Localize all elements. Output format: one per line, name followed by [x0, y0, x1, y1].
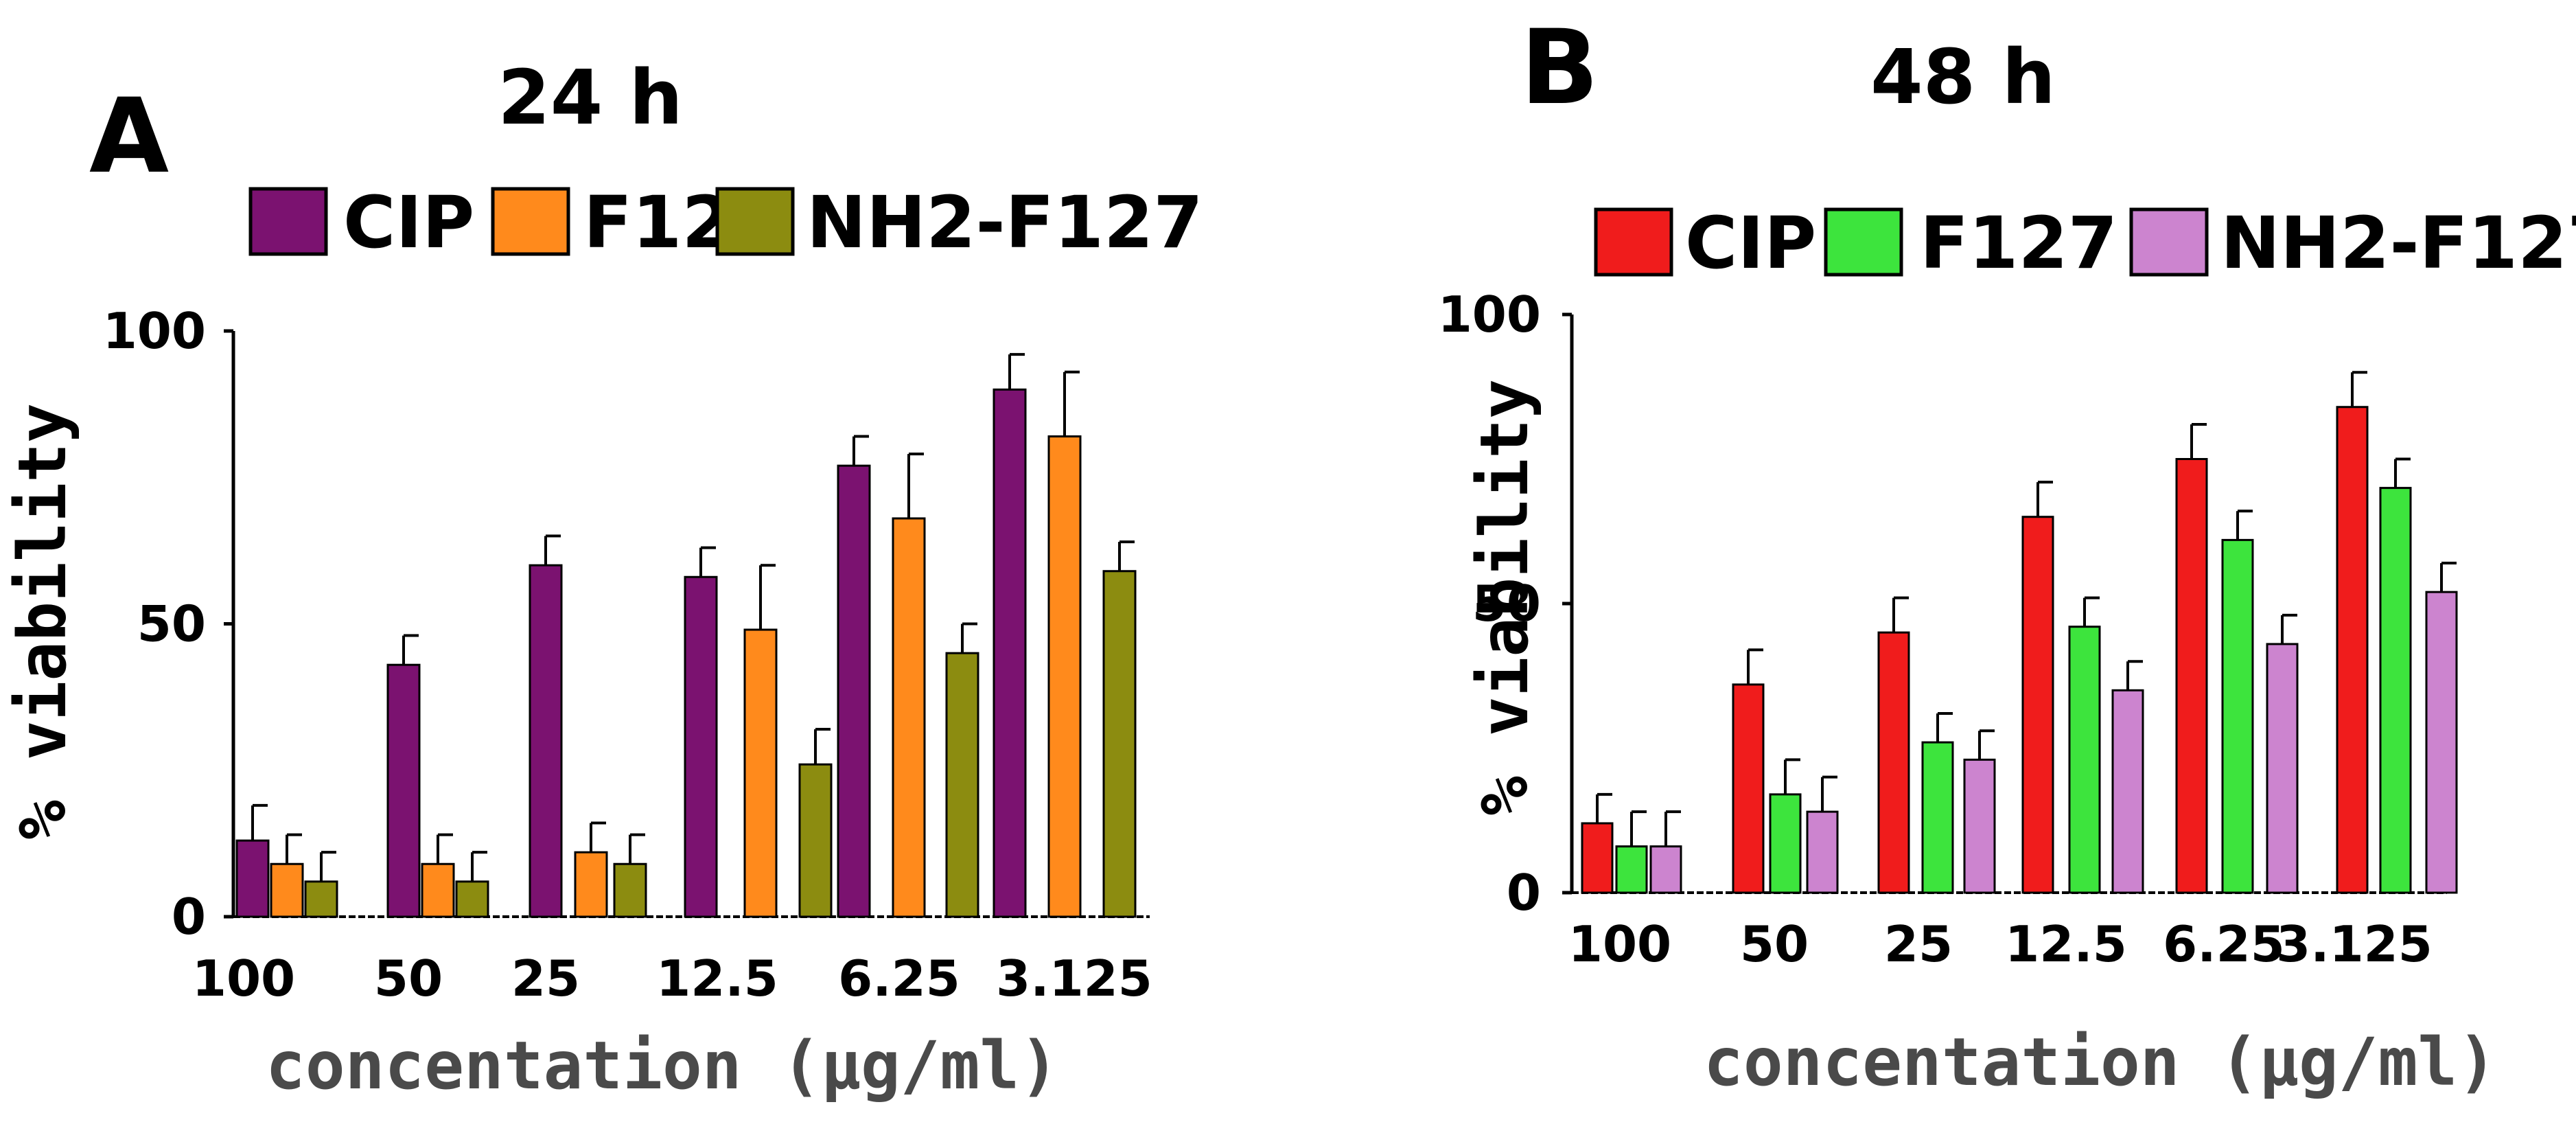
chart-title: 48 h	[1870, 33, 2056, 121]
legend: CIP F127 NH2-F127	[1594, 201, 2576, 285]
legend-label-cip: CIP	[343, 181, 474, 264]
bar-f127-25	[574, 851, 608, 918]
x-tick-label: 50	[374, 950, 443, 1007]
x-tick-label: 12.5	[2005, 915, 2127, 973]
chart-panel-a: A 24 h CIP F127 NH2-F127 0 50 100 100 50 25 12.5 6.2…	[4, 54, 1203, 1104]
x-tick-label: 3.125	[996, 950, 1152, 1007]
bar-nh2-f127-6.25	[945, 652, 979, 918]
legend-label-f127: F127	[1920, 201, 2117, 285]
legend-swatch-cip	[1594, 207, 1673, 277]
bar-nh2-f127-12.5	[2111, 689, 2144, 894]
bar-cip-12.5	[684, 575, 718, 918]
bar-cip-25	[529, 564, 563, 918]
bar-f127-100	[1615, 845, 1648, 894]
bar-f127-100	[270, 862, 304, 918]
legend-swatch-f127	[491, 187, 570, 256]
bar-cip-100	[1581, 822, 1614, 894]
y-tick-label: 0	[172, 888, 206, 946]
bar-cip-100	[235, 839, 270, 918]
x-tick-label: 12.5	[656, 950, 778, 1007]
y-tick-label: 100	[103, 302, 206, 360]
y-tick-label: 100	[1438, 286, 1541, 343]
x-tick-label: 50	[1740, 915, 1809, 973]
y-tick-label: 50	[1472, 575, 1541, 632]
bar-f127-12.5	[743, 628, 778, 918]
panel-letter: A	[89, 77, 169, 196]
bar-cip-3.125	[2336, 406, 2369, 894]
bar-cip-50	[1732, 683, 1765, 894]
bar-f127-6.25	[2221, 538, 2254, 894]
y-tick-label: 0	[1507, 864, 1541, 922]
y-axis-title: % viability	[1466, 379, 1543, 816]
x-tick-label: 25	[1884, 915, 1953, 973]
bar-nh2-f127-50	[455, 880, 489, 918]
bar-f127-12.5	[2068, 626, 2101, 894]
y-tick-label: 50	[137, 595, 206, 653]
bar-nh2-f127-25	[1963, 758, 1996, 894]
legend-label-nh2-f127: NH2-F127	[2220, 201, 2576, 285]
legend-swatch-f127	[1824, 207, 1903, 277]
bar-nh2-f127-3.125	[2425, 591, 2458, 894]
x-tick-label: 6.25	[838, 950, 960, 1007]
x-tick-label: 3.125	[2276, 915, 2433, 973]
bar-cip-6.25	[837, 464, 871, 918]
bar-f127-50	[1769, 793, 1802, 894]
bar-nh2-f127-50	[1806, 810, 1839, 894]
x-axis-title: concentation (µg/ml)	[1704, 1024, 2497, 1101]
bar-cip-50	[386, 663, 421, 918]
bar-f127-3.125	[1047, 435, 1082, 918]
x-tick-label: 100	[192, 950, 295, 1007]
bar-f127-25	[1921, 741, 1954, 894]
legend-swatch-nh2-f127	[2129, 207, 2209, 277]
legend-label-cip: CIP	[1685, 201, 1816, 285]
bar-f127-3.125	[2379, 487, 2412, 894]
legend-swatch-nh2-f127	[715, 187, 795, 256]
bar-f127-50	[421, 862, 455, 918]
x-axis-title: concentation (µg/ml)	[266, 1027, 1059, 1104]
bar-nh2-f127-100	[304, 880, 338, 918]
bar-nh2-f127-100	[1649, 845, 1682, 894]
bar-cip-25	[1877, 631, 1910, 894]
bar-f127-6.25	[892, 517, 926, 918]
bar-cip-3.125	[993, 388, 1027, 918]
x-tick-label: 100	[1568, 915, 1671, 973]
x-tick-label: 6.25	[2163, 915, 2285, 973]
chart-title: 24 h	[498, 54, 683, 141]
x-tick-label: 25	[511, 950, 580, 1007]
bar-cip-6.25	[2175, 458, 2208, 894]
legend-swatch-cip	[248, 187, 328, 256]
bar-nh2-f127-25	[613, 862, 647, 918]
panel-letter: B	[1520, 8, 1599, 128]
chart-panel-b: B 48 h CIP F127 NH2-F127 0 50 100 100 50 25 12.5 6.2…	[1438, 8, 2576, 1101]
bar-cip-12.5	[2021, 516, 2054, 894]
y-axis-title: % viability	[4, 403, 81, 840]
bar-nh2-f127-12.5	[798, 763, 833, 918]
bar-nh2-f127-6.25	[2266, 643, 2299, 894]
legend-label-nh2-f127: NH2-F127	[807, 181, 1203, 264]
bar-nh2-f127-3.125	[1102, 570, 1137, 918]
